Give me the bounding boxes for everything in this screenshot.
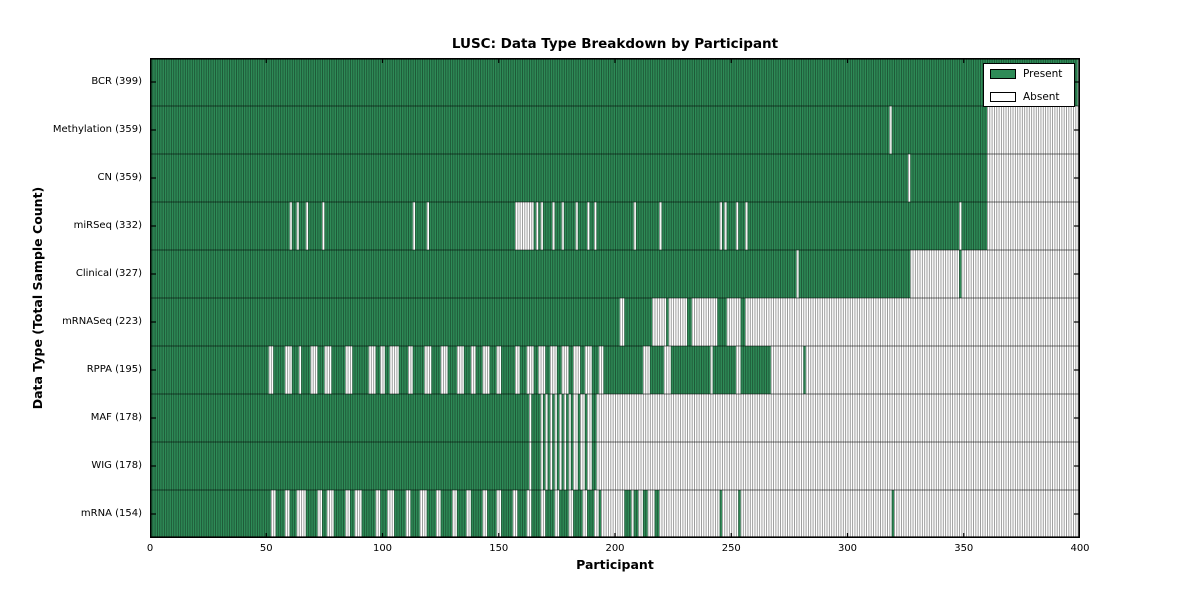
- x-tick-label: 350: [954, 543, 974, 554]
- y-tick-label-miRSeq: miRSeq (332): [73, 220, 142, 231]
- x-tick-label: 200: [605, 543, 625, 554]
- absent-swatch-icon: [990, 92, 1016, 102]
- chart-title: LUSC: Data Type Breakdown by Participant: [451, 36, 779, 52]
- present-swatch-icon: [990, 69, 1016, 79]
- legend-entry-present: Present: [990, 68, 1069, 80]
- y-tick-label-MAF: MAF (178): [90, 412, 142, 423]
- row-miRSeq: [150, 202, 1080, 250]
- x-tick-label: 50: [259, 543, 273, 554]
- row-BCR: [150, 58, 1080, 106]
- x-tick-label: 250: [721, 543, 741, 554]
- legend: Present Absent: [983, 63, 1075, 107]
- y-tick-label-CN: CN (359): [97, 172, 142, 183]
- y-axis-title: Data Type (Total Sample Count): [30, 186, 45, 410]
- plot-canvas: [150, 58, 1080, 538]
- y-tick-label-WIG: WIG (178): [91, 460, 142, 471]
- y-tick-label-mRNASeq: mRNASeq (223): [62, 316, 142, 327]
- legend-label-present: Present: [1023, 68, 1063, 80]
- legend-entry-absent: Absent: [990, 91, 1069, 103]
- y-tick-label-Methylation: Methylation (359): [52, 124, 142, 135]
- row-mRNA: [150, 490, 1080, 538]
- row-CN: [150, 154, 1080, 202]
- y-tick-label-mRNA: mRNA (154): [80, 508, 142, 519]
- row-mRNASeq: [150, 298, 1080, 346]
- y-tick-label-Clinical: Clinical (327): [75, 268, 142, 279]
- x-tick-label: 0: [146, 543, 154, 554]
- row-RPPA: [150, 346, 1080, 394]
- row-WIG: [150, 442, 1080, 490]
- legend-label-absent: Absent: [1023, 91, 1060, 103]
- x-tick-label: 400: [1070, 543, 1090, 554]
- row-Clinical: [150, 250, 1080, 298]
- y-tick-label-BCR: BCR (399): [91, 76, 142, 87]
- x-tick-label: 100: [372, 543, 393, 554]
- x-tick-label: 300: [837, 543, 858, 554]
- row-Methylation: [150, 106, 1080, 154]
- x-axis-title: Participant: [576, 557, 654, 572]
- x-tick-label: 150: [489, 543, 509, 554]
- row-MAF: [150, 394, 1080, 442]
- y-tick-label-RPPA: RPPA (195): [86, 364, 142, 375]
